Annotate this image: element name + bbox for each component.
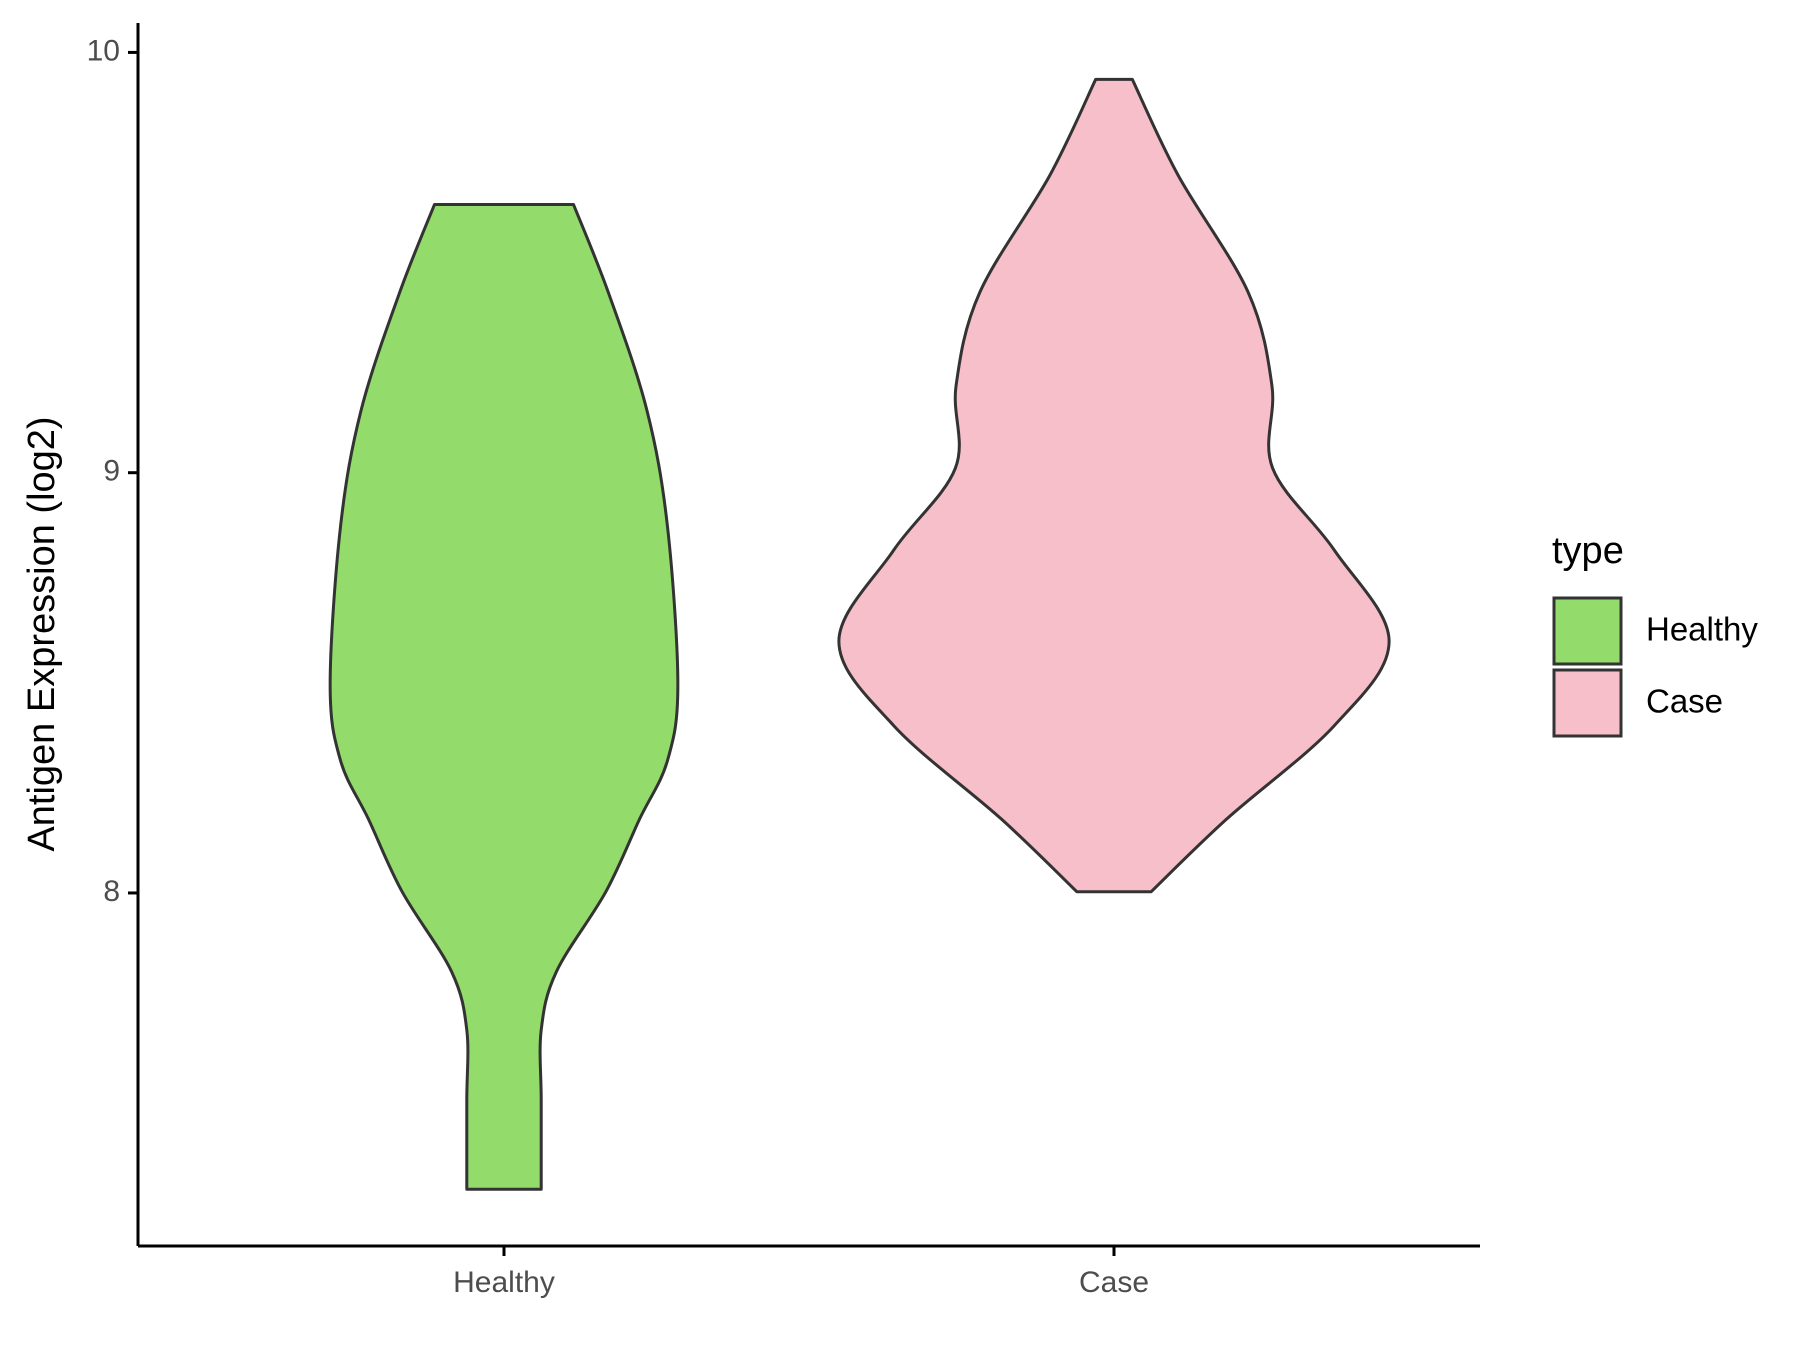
y-axis-title: Antigen Expression (log2) bbox=[21, 416, 63, 851]
y-tick-label: 10 bbox=[87, 34, 120, 67]
x-tick-label: Healthy bbox=[453, 1266, 555, 1299]
y-tick-label: 9 bbox=[103, 455, 120, 488]
legend-label: Case bbox=[1646, 683, 1723, 720]
legend-key bbox=[1552, 668, 1623, 738]
legend-label: Healthy bbox=[1646, 611, 1758, 648]
violin bbox=[328, 203, 680, 1191]
y-tick-label: 8 bbox=[103, 875, 120, 908]
x-tick-label: Case bbox=[1079, 1266, 1149, 1299]
legend-key bbox=[1552, 596, 1623, 666]
legend-title: type bbox=[1552, 530, 1624, 572]
violin bbox=[837, 77, 1391, 894]
